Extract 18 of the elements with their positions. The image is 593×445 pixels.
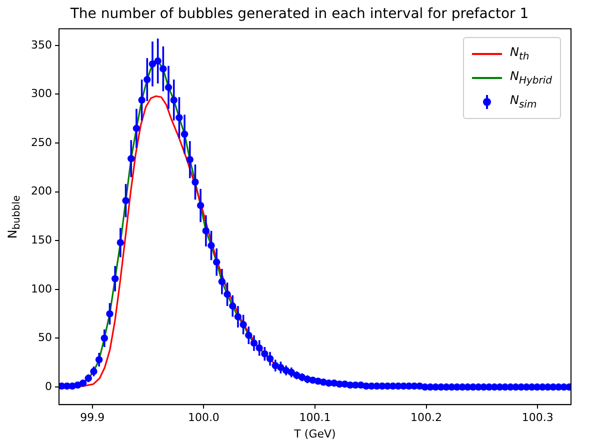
x-tick-label: 99.9 — [80, 411, 105, 424]
x-tick-label: 100.0 — [188, 411, 220, 424]
chart-title: The number of bubbles generated in each interval for prefactor 1 — [69, 6, 529, 22]
x-tick-label: 100.2 — [410, 411, 442, 424]
y-tick-label: 150 — [30, 233, 52, 246]
y-tick-label: 350 — [30, 38, 52, 52]
legend-label: N$_{Hybrid}$ — [510, 69, 552, 86]
x-axis-title: T (GeV) — [293, 427, 336, 440]
y-tick-label: 300 — [30, 87, 52, 100]
y-tick-label: 50 — [38, 331, 52, 344]
x-tick-label: 100.3 — [522, 411, 554, 424]
legend-label: N$_{sim}$ — [510, 93, 537, 110]
y-tick-label: 200 — [30, 184, 52, 198]
legend-label: N$_{th}$ — [510, 45, 530, 62]
y-tick-label: 100 — [30, 282, 52, 296]
y-tick-label: 0 — [44, 380, 52, 393]
x-tick-label: 100.1 — [299, 411, 331, 424]
y-tick-label: 250 — [30, 136, 52, 149]
